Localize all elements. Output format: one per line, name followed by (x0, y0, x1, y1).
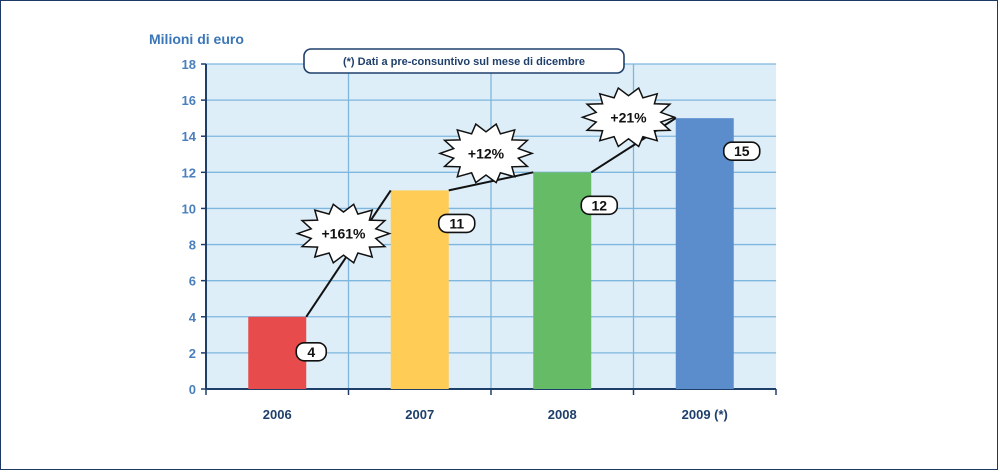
data-label-text: 15 (734, 143, 750, 159)
data-label-text: 4 (307, 344, 315, 360)
growth-callout-text: +21% (610, 109, 647, 125)
x-tick-label: 2007 (405, 407, 434, 422)
x-tick-label: 2006 (263, 407, 292, 422)
y-tick-label: 4 (189, 310, 197, 325)
footnote-annotation: (*) Dati a pre-consuntivo sul mese di di… (303, 48, 625, 74)
data-label-box (295, 341, 328, 362)
data-label-text: 12 (591, 197, 607, 213)
annotation-layer: 4 11 12 15 +161% +12% +21% (*) Dati a pre-consu… (295, 48, 761, 362)
y-tick-label: 14 (182, 129, 197, 144)
data-label-text: 11 (449, 215, 464, 231)
data-label: 4 (295, 341, 328, 362)
y-tick-label: 18 (182, 57, 196, 72)
starburst-shape (437, 122, 535, 184)
data-label: 12 (580, 195, 619, 216)
growth-callout: +21% (580, 86, 677, 148)
growth-callout-text: +161% (322, 226, 367, 242)
y-tick-label: 8 (189, 238, 196, 253)
data-label-box (437, 213, 476, 234)
x-tick-label: 2009 (*) (682, 407, 728, 422)
y-tick-label: 12 (182, 165, 196, 180)
y-tick-label: 2 (189, 346, 196, 361)
y-axis-label: Milioni di euro (149, 31, 244, 47)
y-tick-label: 16 (182, 93, 196, 108)
starburst-shape (580, 86, 677, 148)
y-tick-label: 0 (189, 382, 196, 397)
y-tick-label: 10 (182, 201, 196, 216)
footnote-text: (*) Dati a pre-consuntivo sul mese di di… (343, 56, 585, 68)
data-label: 11 (437, 213, 476, 234)
growth-callout: +12% (437, 122, 535, 184)
starburst-shape (295, 203, 392, 264)
bar (675, 118, 734, 390)
data-label: 15 (722, 141, 761, 161)
footnote-box (303, 48, 625, 74)
x-tick-label: 2008 (548, 407, 577, 422)
growth-callout-text: +12% (468, 145, 505, 161)
growth-line (448, 171, 534, 192)
data-label-box (722, 141, 761, 161)
data-label-box (580, 195, 619, 216)
growth-callout: +161% (295, 203, 392, 264)
y-tick-label: 6 (189, 274, 196, 289)
plot-area: 0 2 4 6 8 10 12 14 16 18 2006 2007 2008 2009 (*) (182, 57, 777, 422)
